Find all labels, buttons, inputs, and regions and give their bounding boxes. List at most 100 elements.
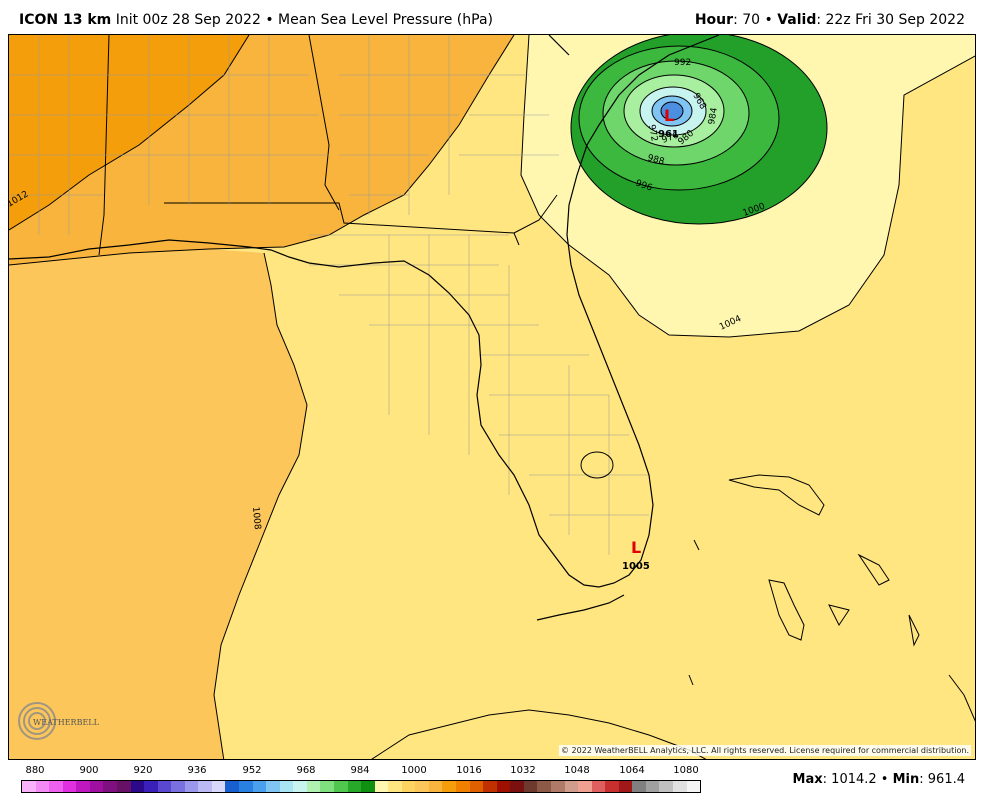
contour-label: 988 (646, 153, 665, 167)
colorbar-swatch (76, 781, 90, 792)
contour-label: 992 (674, 58, 691, 68)
colorbar-label: 1000 (401, 765, 427, 776)
colorbar-swatch (537, 781, 551, 792)
colorbar-swatch (198, 781, 212, 792)
contour-label: 1008 (250, 506, 262, 530)
model-name: ICON 13 km (19, 12, 112, 28)
title-left: ICON 13 km Init 00z 28 Sep 2022 • Mean S… (19, 12, 493, 28)
colorbar-swatch (320, 781, 334, 792)
colorbar: 880 900 920 936 952 968 984 1000 1016 1032 1048 106… (21, 765, 701, 795)
colorbar-swatches (21, 780, 701, 793)
field-name: Mean Sea Level Pressure (hPa) (278, 12, 493, 28)
colorbar-swatch (442, 781, 456, 792)
colorbar-label: 1016 (456, 765, 482, 776)
title-right: Hour: 70 • Valid: 22z Fri 30 Sep 2022 (695, 12, 965, 28)
colorbar-swatch (347, 781, 362, 792)
hour-label: Hour (694, 12, 734, 28)
colorbar-swatch (578, 781, 592, 792)
low-value: 1005 (622, 561, 650, 572)
colorbar-label: 984 (350, 765, 370, 776)
max-min-stats: Max: 1014.2 • Min: 961.4 (793, 772, 965, 787)
colorbar-swatch (35, 781, 50, 792)
colorbar-label: 968 (296, 765, 316, 776)
colorbar-label: 1064 (619, 765, 645, 776)
colorbar-swatch (361, 781, 375, 792)
colorbar-swatch (103, 781, 117, 792)
colorbar-swatch (605, 781, 619, 792)
colorbar-label: 936 (187, 765, 207, 776)
state-boundaries (98, 35, 558, 256)
lake-okeechobee (580, 451, 614, 479)
colorbar-swatch (388, 781, 402, 792)
colorbar-swatch (496, 781, 511, 792)
max-label: Max (792, 772, 823, 787)
map-svg: 992 968 984 972 976 980 988 996 1000 100… (9, 35, 975, 759)
colorbar-swatch (116, 781, 131, 792)
colorbar-swatch (469, 781, 484, 792)
colorbar-swatch (279, 781, 294, 792)
colorbar-swatch (510, 781, 524, 792)
colorbar-swatch (374, 781, 389, 792)
county-lines (9, 35, 649, 555)
colorbar-label: 900 (79, 765, 99, 776)
copyright-notice: © 2022 WeatherBELL Analytics, LLC. All r… (559, 745, 971, 756)
colorbar-label: 952 (242, 765, 262, 776)
colorbar-swatch (550, 781, 565, 792)
colorbar-swatch (415, 781, 429, 792)
colorbar-label: 1048 (564, 765, 590, 776)
valid-value: : 22z Fri 30 Sep 2022 (816, 12, 965, 28)
colorbar-label: 1032 (510, 765, 536, 776)
low-marker-secondary: L 1005 (622, 538, 650, 572)
colorbar-label: 880 (25, 765, 45, 776)
separator: • (764, 12, 773, 28)
header: ICON 13 km Init 00z 28 Sep 2022 • Mean S… (0, 0, 984, 34)
colorbar-swatch (22, 781, 36, 792)
colorbar-swatch (252, 781, 267, 792)
init-time: Init 00z 28 Sep 2022 (115, 12, 261, 28)
colorbar-label: 920 (133, 765, 153, 776)
pressure-map: 992 968 984 972 976 980 988 996 1000 100… (8, 34, 976, 760)
colorbar-swatch (49, 781, 63, 792)
colorbar-swatch (591, 781, 606, 792)
colorbar-swatch (157, 781, 172, 792)
colorbar-swatch (456, 781, 470, 792)
coastline (9, 35, 720, 621)
separator: • (265, 12, 274, 28)
low-symbol: L (664, 106, 674, 125)
contour-label: 972 (646, 124, 659, 143)
colorbar-swatch (130, 781, 145, 792)
colorbar-swatch (89, 781, 104, 792)
colorbar-labels: 880 900 920 936 952 968 984 1000 1016 1032 1048 106… (21, 765, 701, 779)
weatherbell-logo: WEATHERBELL (13, 695, 105, 747)
colorbar-swatch (428, 781, 443, 792)
colorbar-swatch (171, 781, 185, 792)
colorbar-swatch (618, 781, 633, 792)
colorbar-swatch (184, 781, 199, 792)
colorbar-swatch (401, 781, 416, 792)
colorbar-swatch (62, 781, 77, 792)
colorbar-swatch (645, 781, 660, 792)
colorbar-swatch (144, 781, 158, 792)
colorbar-swatch (483, 781, 497, 792)
colorbar-swatch (225, 781, 239, 792)
pressure-zone-1008 (9, 249, 307, 759)
colorbar-swatch (564, 781, 579, 792)
colorbar-swatch (632, 781, 646, 792)
colorbar-swatch (673, 781, 687, 792)
min-label: Min (892, 772, 920, 787)
colorbar-label: 1080 (673, 765, 699, 776)
colorbar-swatch (266, 781, 280, 792)
low-marker-main: L 961 (658, 106, 679, 140)
valid-label: Valid (777, 12, 817, 28)
low-symbol: L (631, 538, 641, 557)
hour-value: : 70 (733, 12, 761, 28)
colorbar-swatch (239, 781, 253, 792)
contour-label: 984 (707, 107, 720, 126)
max-value: : 1014.2 (822, 772, 877, 787)
colorbar-swatch (293, 781, 307, 792)
colorbar-swatch (211, 781, 226, 792)
colorbar-swatch (333, 781, 348, 792)
colorbar-swatch (686, 781, 701, 792)
min-value: : 961.4 (919, 772, 965, 787)
colorbar-swatch (523, 781, 538, 792)
